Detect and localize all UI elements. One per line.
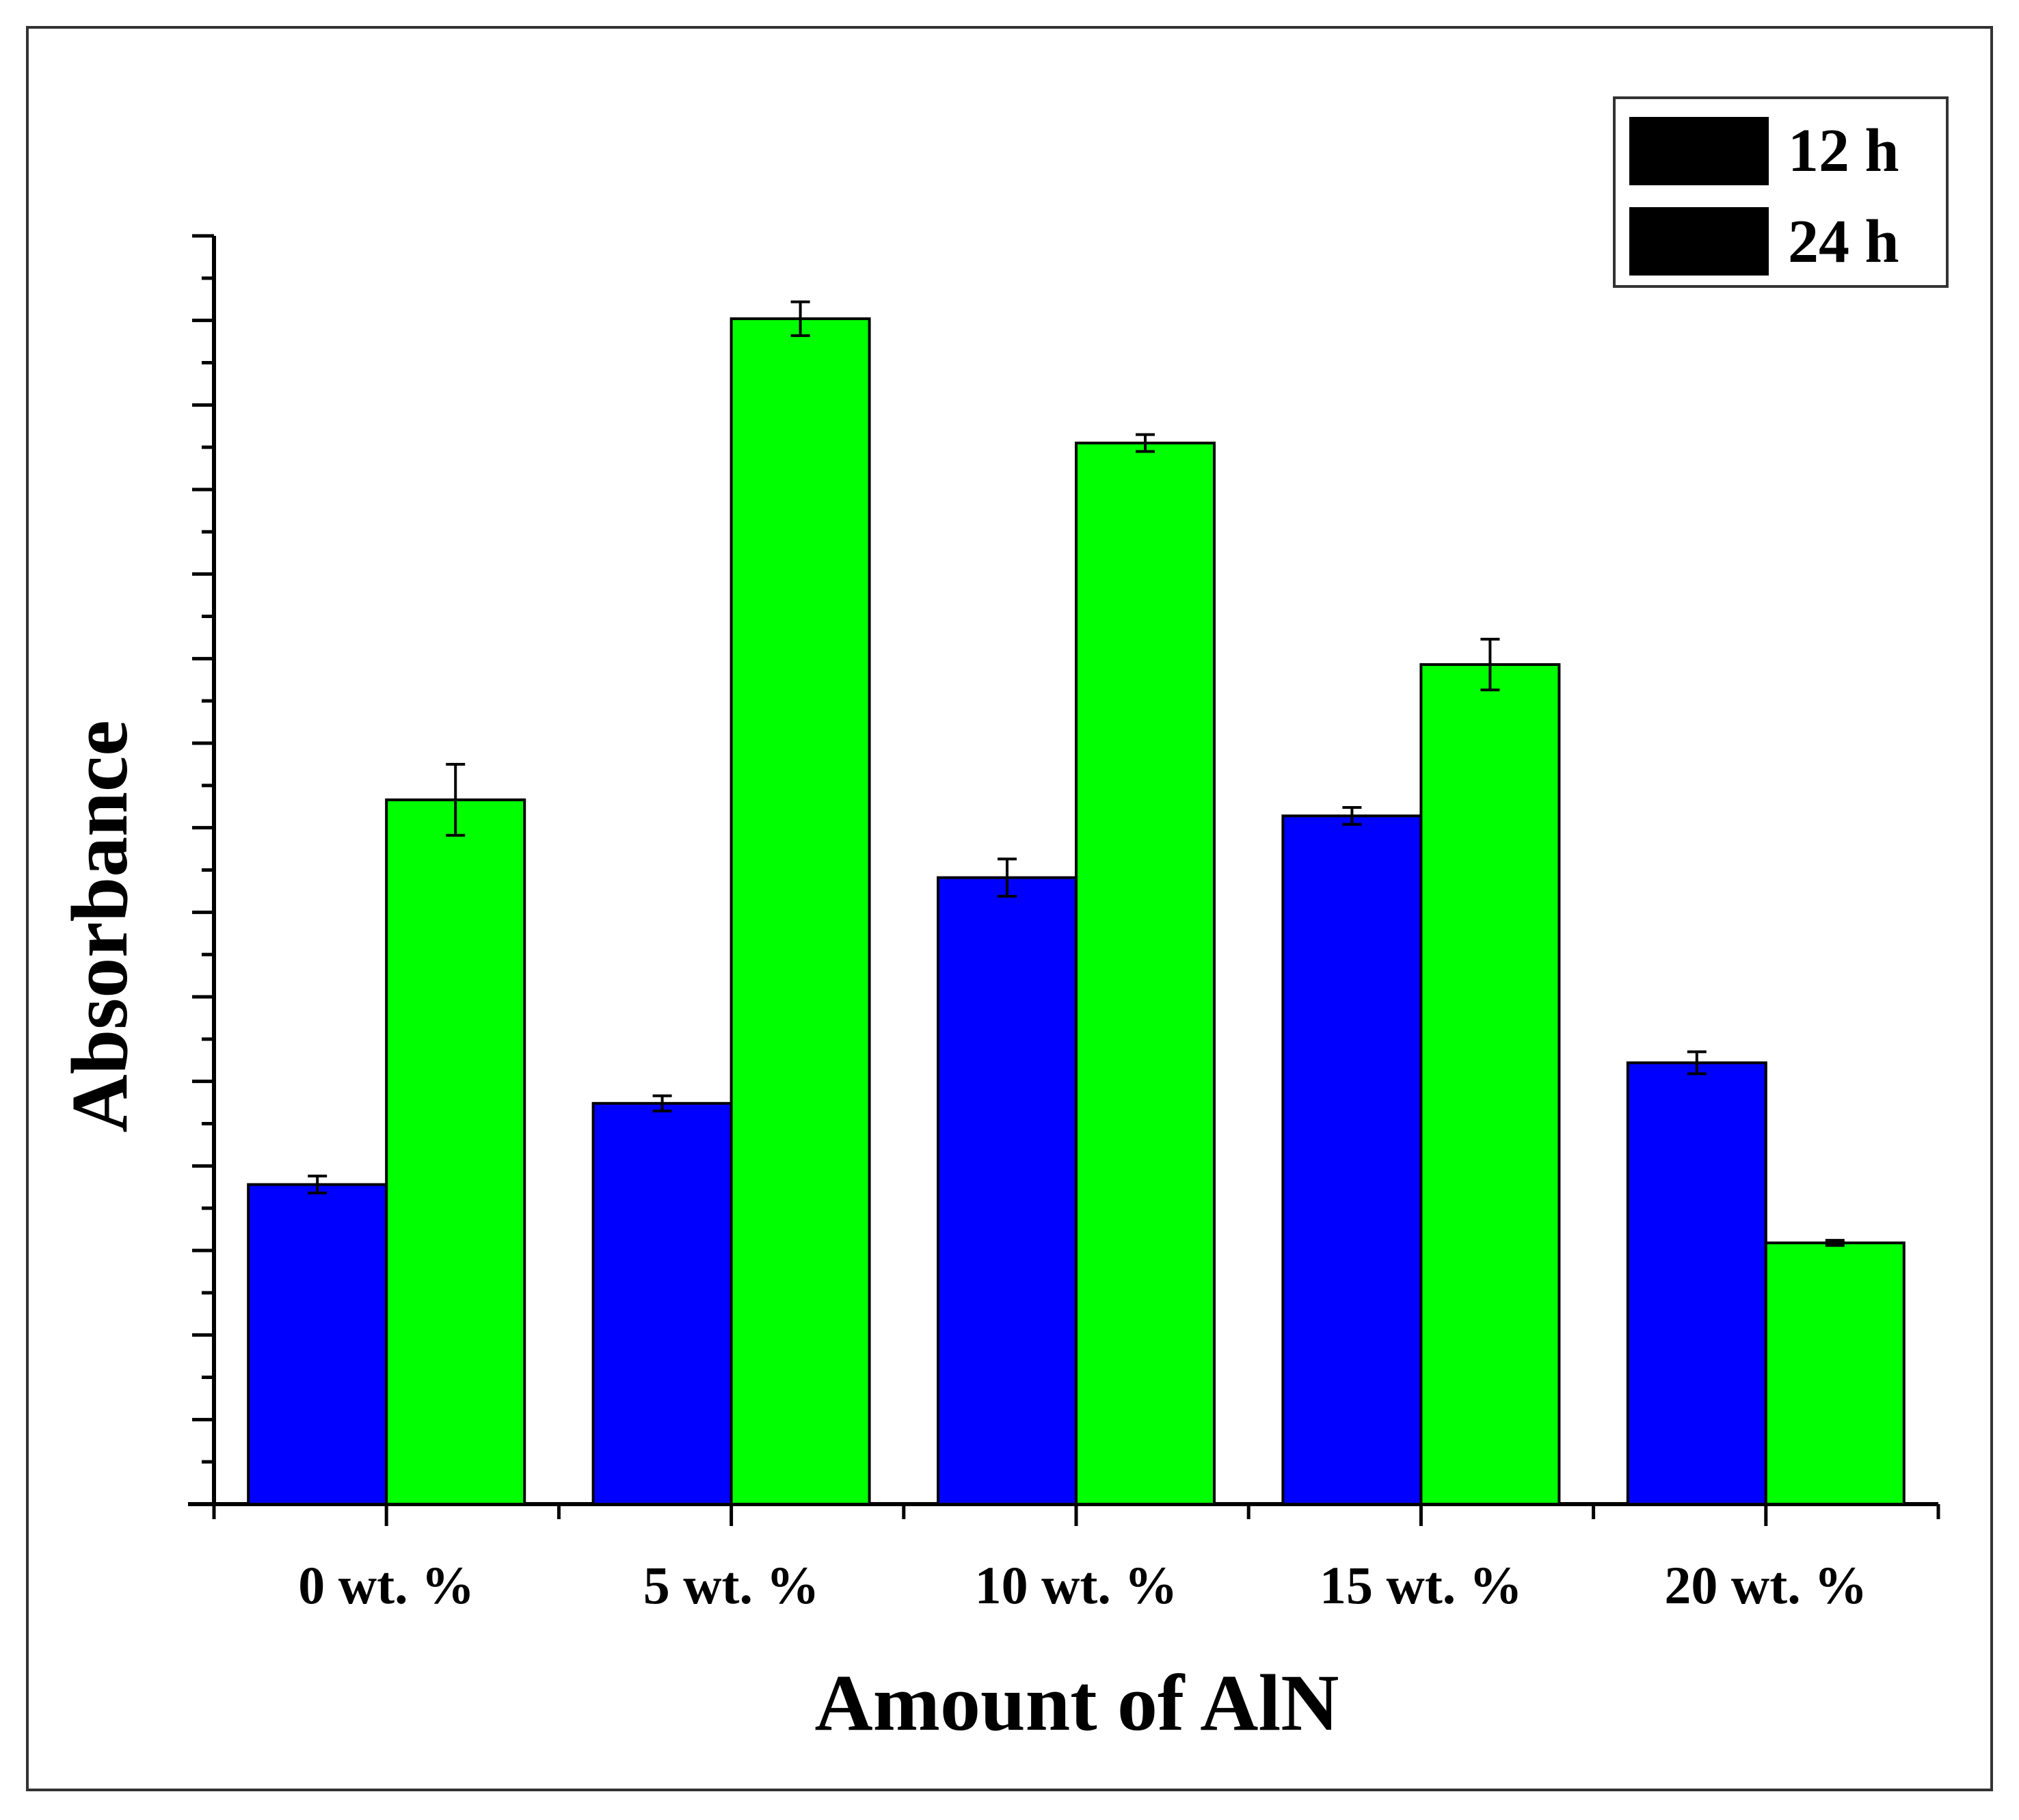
y-axis-title: Absorbance: [55, 720, 144, 1132]
bar-12h-2: [937, 876, 1078, 1505]
legend-label-24h: 24 h: [1788, 208, 1899, 276]
bar-12h-1: [591, 1101, 733, 1505]
legend-swatch-12h: [1629, 117, 1769, 185]
x-tick-label: 20 wt. %: [1664, 1555, 1867, 1615]
legend-label-12h: 12 h: [1788, 117, 1899, 185]
bar-12h-0: [247, 1183, 388, 1506]
bar-12h-3: [1281, 814, 1423, 1506]
x-tick-label: 0 wt. %: [298, 1555, 474, 1615]
bar-24h-1: [730, 317, 871, 1505]
legend-swatch-24h: [1629, 207, 1769, 276]
x-axis-title: Amount of AlN: [814, 1658, 1339, 1748]
bar-24h-3: [1419, 663, 1561, 1505]
error-bars: [308, 300, 1845, 1247]
x-tick-label: 15 wt. %: [1320, 1555, 1523, 1615]
x-tick-label: 10 wt. %: [975, 1555, 1178, 1615]
figure-frame: [26, 26, 1993, 1791]
x-tick-label: 5 wt. %: [643, 1555, 820, 1615]
bar-24h-0: [385, 798, 526, 1505]
bar-24h-4: [1764, 1241, 1906, 1505]
bar-24h-2: [1075, 441, 1216, 1506]
x-tick-labels: 0 wt. % 5 wt. % 10 wt. % 15 wt. % 20 wt. %: [298, 1555, 1867, 1615]
legend: 12 h 24 h: [1613, 96, 1949, 288]
bars: [247, 317, 1906, 1506]
bar-12h-4: [1626, 1061, 1767, 1505]
